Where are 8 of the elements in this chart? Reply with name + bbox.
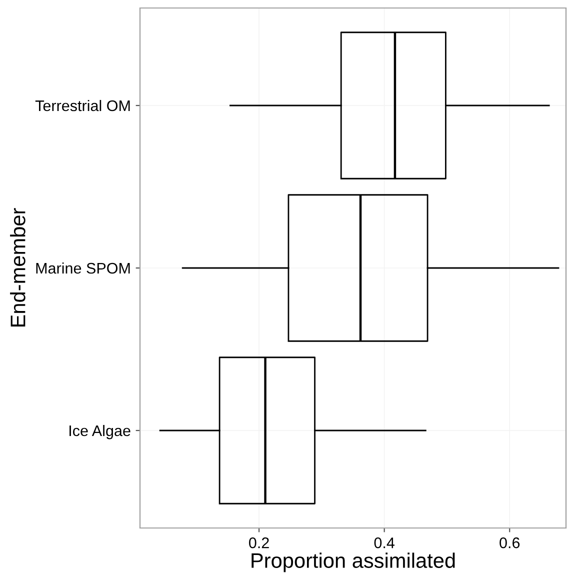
y-tick-label: Terrestrial OM <box>35 100 130 112</box>
x-axis-title: Proportion assimilated <box>252 552 455 572</box>
x-tick-label: 0.6 <box>500 537 520 548</box>
x-tick-label: 0.4 <box>374 537 394 548</box>
y-axis-title: End-member <box>10 208 26 326</box>
x-tick-label: 0.2 <box>249 537 269 548</box>
y-tick-label: Ice Algae <box>70 424 130 440</box>
y-tick-label: Marine SPOM <box>36 262 130 274</box>
